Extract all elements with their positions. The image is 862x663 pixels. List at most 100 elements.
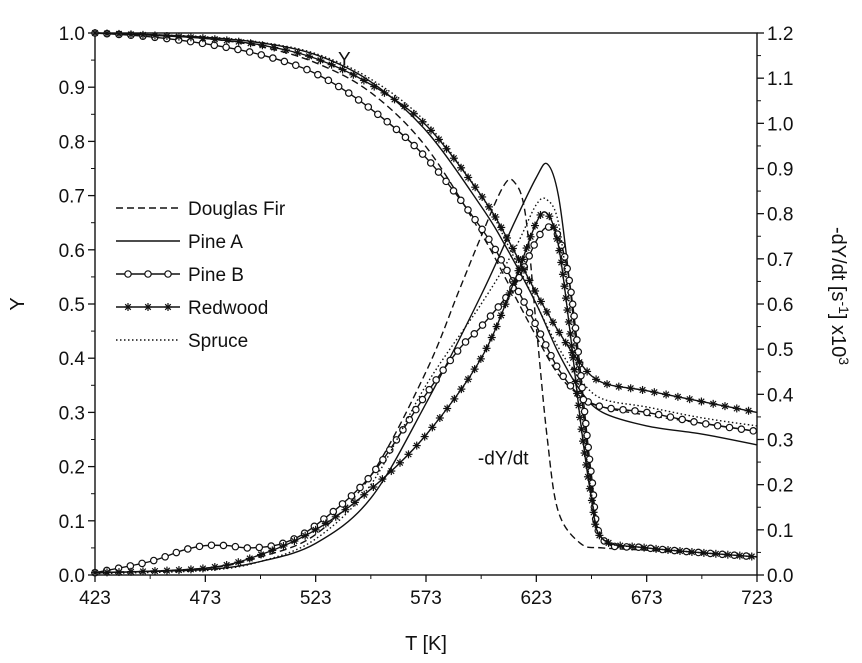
series-redwood-marker [321,519,330,528]
series-redwood-marker [293,48,302,57]
series-pine-b-marker [453,347,462,355]
series-redwood-marker [311,525,320,534]
series-pine-b-marker [207,541,216,550]
series-redwood-marker [210,35,219,44]
y-tick-label: 0.1 [59,512,85,533]
series-redwood-marker [449,154,458,163]
series-redwood-marker [583,367,592,376]
series-pine-b-marker [578,383,586,392]
series-redwood-marker [281,46,290,55]
series-pine-b-marker [478,321,487,329]
series-pine-b-marker [324,76,333,85]
series-pine-b-marker [442,177,450,186]
series-redwood-marker [257,550,266,559]
series-pine-b-marker [392,436,401,444]
legend-label: Spruce [188,331,248,352]
series-pine-b-marker [579,395,588,404]
series-pine-b-marker [446,356,455,365]
series-pine-a-rate-line [94,162,758,574]
series-redwood-marker [530,221,539,230]
series-douglas-fir [94,32,758,574]
series-pine-b-marker [525,308,534,317]
series-redwood-marker [279,541,288,550]
y2-tick-label: 0.5 [767,340,793,361]
series-pine-b-marker [231,542,240,551]
series-redwood-marker [614,382,623,391]
series-pine-b-marker [461,338,470,346]
series-redwood-marker [464,375,473,384]
series-redwood-marker [222,561,231,570]
series-redwood-marker [582,460,591,469]
series-redwood-marker [709,399,718,408]
legend-item-pine-a: Pine A [116,232,243,253]
legend-pine-b-marker [124,270,132,278]
series-redwood-marker [290,537,299,546]
series-redwood-marker [595,531,604,540]
series-redwood-marker [603,380,612,389]
series-pine-b-marker [255,543,264,552]
y2-tick-label: 0.7 [767,250,793,271]
series-redwood-marker [545,212,554,221]
series-redwood-marker [542,307,551,316]
series-redwood-marker [234,37,243,46]
series-redwood-marker [420,432,429,441]
series-redwood-marker [174,32,183,41]
series-pine-b-marker [595,402,604,410]
y2-tick-label: 1.2 [767,24,793,45]
series-redwood-marker [564,317,573,326]
series-redwood-marker [604,538,613,547]
series-pine-b-marker [525,252,534,260]
series-redwood-marker [270,43,279,52]
series-pine-b-marker [560,253,569,261]
series-redwood-marker [457,163,466,172]
legend: Douglas Fir Pine A Pine B Redwood Spruce [116,199,286,352]
series-pine-b-marker [478,225,486,234]
series-redwood-marker [591,520,600,529]
series-redwood-marker [91,568,99,577]
series-redwood-marker [553,234,562,243]
annotation-layer: Y -dY/dt [338,50,529,470]
series-pine-b-marker [243,544,252,552]
series-pine-b-marker [222,43,230,52]
y-tick-label: 0.0 [59,566,85,587]
series-redwood-marker [732,404,741,413]
legend-redwood-marker [124,303,132,311]
series-redwood-marker [510,277,519,286]
series-redwood-marker [400,102,409,111]
y2-title-base: -dY/dt [s [827,227,849,301]
series-spruce-y-line [94,32,758,427]
y2-title-mid: ] x10 [827,314,849,357]
series-pine-b-marker [449,186,458,195]
series-pine-b-marker [291,61,300,70]
series-pine-b-marker [374,110,382,119]
series-pine-b-marker [401,133,410,142]
series-redwood-marker [327,60,336,69]
series-redwood-marker [234,558,243,567]
series-pine-b-marker [356,483,364,492]
series-pine-b-marker [573,336,581,344]
legend-item-spruce: Spruce [116,331,248,352]
series-pine-b-marker [269,54,277,62]
series-redwood-marker [387,467,396,476]
series-redwood-marker [198,34,207,43]
y-tick-label: 0.8 [59,132,85,153]
series-redwood-marker [531,286,540,295]
series-redwood-marker [316,56,325,65]
x-tick-label: 423 [79,588,111,609]
series-redwood-marker [102,568,111,577]
series-redwood-marker [245,554,254,563]
series-pine-b-marker [486,312,495,320]
series-pine-b-marker [303,65,311,74]
series-redwood-marker [331,512,340,521]
series-pine-b-marker [701,420,710,428]
annotation-y: Y [338,50,351,71]
y2-tick-label: 0.0 [767,566,793,587]
series-pine-b-marker [559,372,568,381]
series-pine-b-marker [172,548,181,557]
series-pine-b-marker [678,415,686,424]
y-tick-label: 1.0 [59,24,85,45]
series-redwood-marker [548,318,557,327]
y-tick-label: 0.5 [59,295,85,316]
series-redwood-marker [561,294,570,303]
